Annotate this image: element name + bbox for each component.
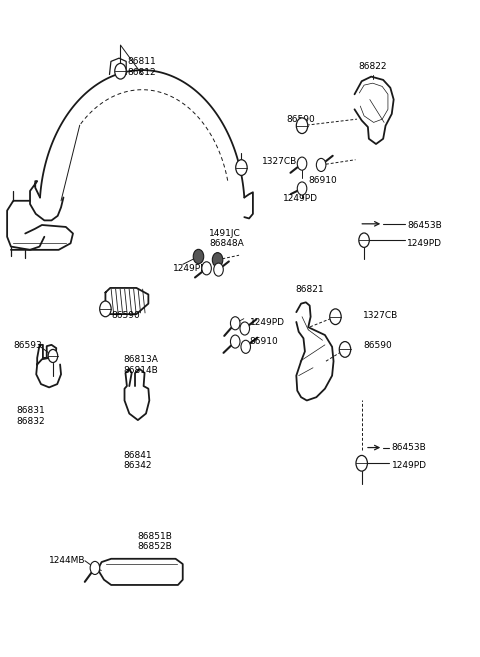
Text: 86910: 86910 xyxy=(250,337,278,346)
Circle shape xyxy=(297,182,307,195)
Text: 1244MB: 1244MB xyxy=(49,556,85,565)
Circle shape xyxy=(100,301,111,317)
Circle shape xyxy=(296,118,308,133)
Circle shape xyxy=(90,561,100,574)
Circle shape xyxy=(316,158,326,171)
Circle shape xyxy=(230,335,240,348)
Circle shape xyxy=(339,342,351,357)
Text: 86593: 86593 xyxy=(13,341,42,350)
Text: 86822: 86822 xyxy=(359,62,387,72)
Text: 1249PD: 1249PD xyxy=(283,194,318,204)
Text: 86813A
86814B: 86813A 86814B xyxy=(123,355,158,375)
Circle shape xyxy=(240,322,250,335)
Text: 86590: 86590 xyxy=(111,311,140,320)
Text: 86453B: 86453B xyxy=(407,221,442,230)
Text: 86831
86832: 86831 86832 xyxy=(17,407,46,426)
Text: 86841
86342: 86841 86342 xyxy=(123,451,152,470)
Circle shape xyxy=(241,340,251,353)
Circle shape xyxy=(330,309,341,325)
Text: 86590: 86590 xyxy=(363,341,392,350)
Circle shape xyxy=(356,455,367,471)
Text: 86590: 86590 xyxy=(287,115,315,124)
Circle shape xyxy=(230,317,240,330)
Text: 86851B
86852B: 86851B 86852B xyxy=(138,532,172,551)
Text: 86821: 86821 xyxy=(295,284,324,294)
Circle shape xyxy=(359,233,369,248)
Text: 86910: 86910 xyxy=(309,176,337,185)
Circle shape xyxy=(193,250,204,263)
Circle shape xyxy=(236,160,247,175)
Circle shape xyxy=(214,263,223,276)
Text: 1327CB: 1327CB xyxy=(262,157,297,166)
Text: 1327CB: 1327CB xyxy=(363,311,398,320)
Text: 1249PD: 1249PD xyxy=(407,239,442,248)
Text: 1491JC
86848A: 1491JC 86848A xyxy=(209,229,244,248)
Text: 1249PD: 1249PD xyxy=(173,264,208,273)
Circle shape xyxy=(115,63,126,79)
Circle shape xyxy=(297,157,307,170)
Text: 86811
86812: 86811 86812 xyxy=(128,57,156,76)
Text: 86453B: 86453B xyxy=(392,443,427,452)
Circle shape xyxy=(202,261,211,275)
Text: 1249PD: 1249PD xyxy=(392,461,427,470)
Circle shape xyxy=(48,350,58,363)
Text: 1249PD: 1249PD xyxy=(250,318,285,327)
Circle shape xyxy=(212,252,223,267)
